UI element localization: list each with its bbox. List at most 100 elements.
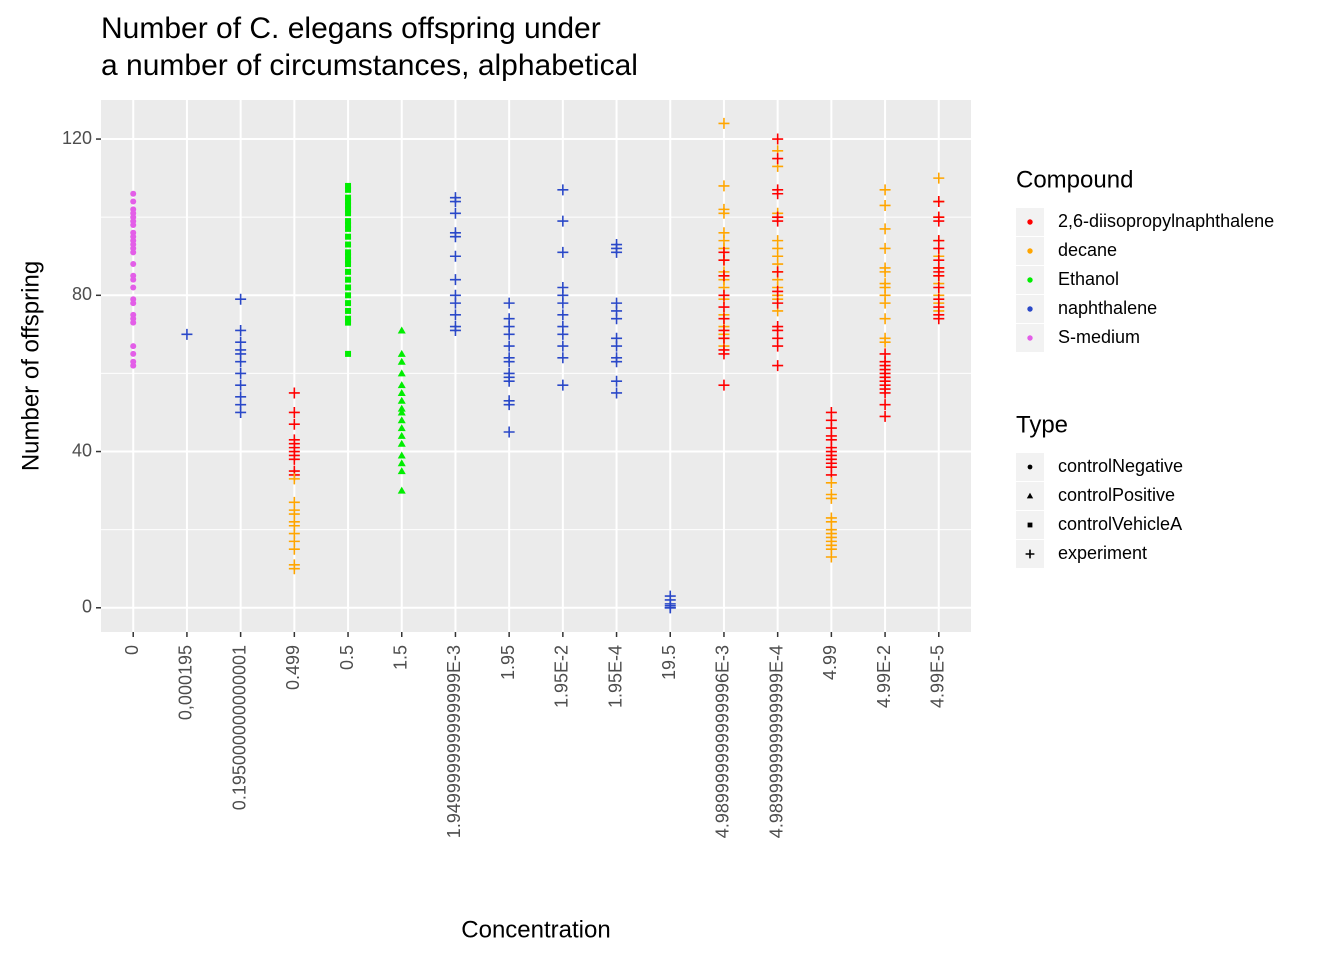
x-tick-label: 4.989999999999996E-3 [713, 645, 733, 838]
x-tick-label: 4.99E-5 [928, 645, 948, 708]
point [611, 375, 623, 387]
point [879, 266, 891, 278]
legend-label: decane [1058, 240, 1117, 260]
point [397, 416, 406, 424]
point [235, 356, 247, 368]
point [449, 274, 461, 286]
point [397, 396, 406, 404]
point [879, 399, 891, 411]
point [345, 225, 352, 232]
point [718, 379, 730, 391]
point [397, 369, 406, 377]
point [345, 218, 352, 225]
legend-swatch [1027, 335, 1033, 341]
point [397, 408, 406, 416]
point [503, 356, 515, 368]
point [345, 292, 352, 299]
point [772, 266, 784, 278]
point [503, 328, 515, 340]
legend-swatch [1025, 549, 1035, 559]
point [664, 602, 676, 614]
point [397, 326, 406, 334]
point [879, 313, 891, 325]
point [772, 215, 784, 227]
x-tick-label: 4.99 [820, 645, 840, 680]
point [345, 241, 352, 248]
x-tick-label: 1.5 [390, 645, 410, 670]
point [557, 379, 569, 391]
point [879, 184, 891, 196]
point [772, 188, 784, 200]
legend-label: controlVehicleA [1058, 514, 1182, 534]
point [288, 406, 300, 418]
legend-swatch [1027, 464, 1033, 470]
point [345, 350, 352, 357]
point [611, 340, 623, 352]
point [933, 313, 945, 325]
legend-swatch [1027, 522, 1033, 528]
point [397, 459, 406, 467]
point [345, 233, 352, 240]
legend-swatch [1027, 306, 1033, 312]
point [718, 313, 730, 325]
point [345, 261, 352, 268]
point [718, 348, 730, 360]
point [130, 276, 137, 283]
point [772, 133, 784, 145]
point [772, 360, 784, 372]
point [288, 543, 300, 555]
point [718, 332, 730, 344]
y-tick-label: 40 [72, 440, 92, 460]
point [397, 404, 406, 412]
point [345, 315, 352, 322]
point [397, 381, 406, 389]
legend-label: controlPositive [1058, 485, 1175, 505]
point [288, 387, 300, 399]
point [557, 352, 569, 364]
point [397, 467, 406, 475]
point [130, 343, 137, 350]
point [449, 231, 461, 243]
x-tick-label: 1.95E-4 [605, 645, 625, 708]
point [397, 424, 406, 432]
point [288, 418, 300, 430]
point [345, 284, 352, 291]
point [130, 319, 137, 326]
point [345, 300, 352, 307]
point [557, 328, 569, 340]
point [345, 253, 352, 260]
x-tick-label: 1.95E-2 [552, 645, 572, 708]
point [449, 309, 461, 321]
point [345, 210, 352, 217]
point [718, 301, 730, 313]
point [933, 281, 945, 293]
y-tick-label: 0 [82, 597, 92, 617]
point [503, 375, 515, 387]
legend-label: controlNegative [1058, 456, 1183, 476]
point [772, 297, 784, 309]
y-tick-label: 80 [72, 284, 92, 304]
point [397, 431, 406, 439]
point [772, 153, 784, 165]
point [288, 563, 300, 575]
point [397, 486, 406, 494]
point [130, 221, 137, 228]
point [345, 221, 352, 228]
point [611, 313, 623, 325]
point [825, 492, 837, 504]
point [130, 284, 137, 291]
legend-label: experiment [1058, 543, 1147, 563]
legend-label: naphthalene [1058, 298, 1157, 318]
point [718, 289, 730, 301]
point [879, 297, 891, 309]
point [879, 387, 891, 399]
point [345, 319, 352, 326]
point [130, 350, 137, 357]
point [503, 426, 515, 438]
point [825, 551, 837, 563]
point [503, 340, 515, 352]
point [345, 276, 352, 283]
point [879, 410, 891, 422]
point [557, 184, 569, 196]
point [235, 379, 247, 391]
